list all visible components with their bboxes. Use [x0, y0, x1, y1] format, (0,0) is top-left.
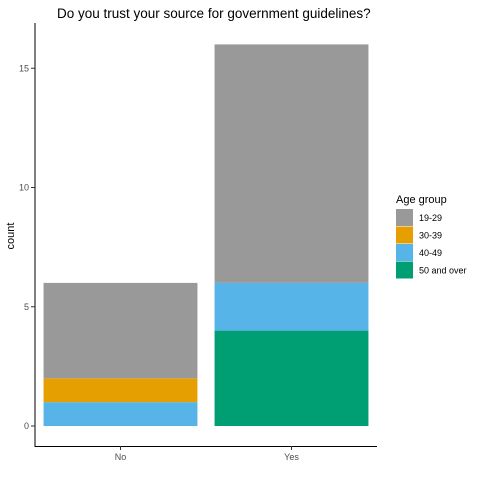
legend-label: 50 and over	[419, 266, 467, 276]
y-tick-label: 5	[24, 302, 29, 312]
legend-key-19-29	[396, 209, 413, 226]
y-axis-title: count	[5, 223, 17, 250]
y-tick-label: 15	[19, 63, 29, 73]
x-ticks: No Yes	[115, 446, 299, 462]
chart-title: Do you trust your source for government …	[57, 6, 371, 21]
legend: Age group 19-29 30-39 40-49 50 and over	[396, 194, 467, 279]
y-tick-label: 0	[24, 421, 29, 431]
bar-no-19-29	[43, 282, 198, 379]
bar-yes-40-49	[214, 282, 369, 331]
x-tick-label: Yes	[284, 452, 299, 462]
bar-no-30-39	[43, 378, 198, 403]
legend-key-40-49	[396, 244, 413, 261]
legend-label: 40-49	[419, 248, 442, 258]
bar-yes-19-29	[214, 44, 369, 283]
y-tick-label: 10	[19, 183, 29, 193]
legend-title: Age group	[396, 194, 447, 206]
legend-label: 19-29	[419, 213, 442, 223]
x-tick-label: No	[115, 452, 127, 462]
bars	[43, 44, 369, 426]
legend-key-50-and-over	[396, 261, 413, 279]
bar-yes-50-and-over	[214, 330, 369, 426]
bar-no-40-49	[43, 402, 198, 426]
y-ticks: 0 5 10 15	[19, 63, 35, 431]
legend-key-30-39	[396, 226, 413, 244]
legend-label: 30-39	[419, 231, 442, 241]
